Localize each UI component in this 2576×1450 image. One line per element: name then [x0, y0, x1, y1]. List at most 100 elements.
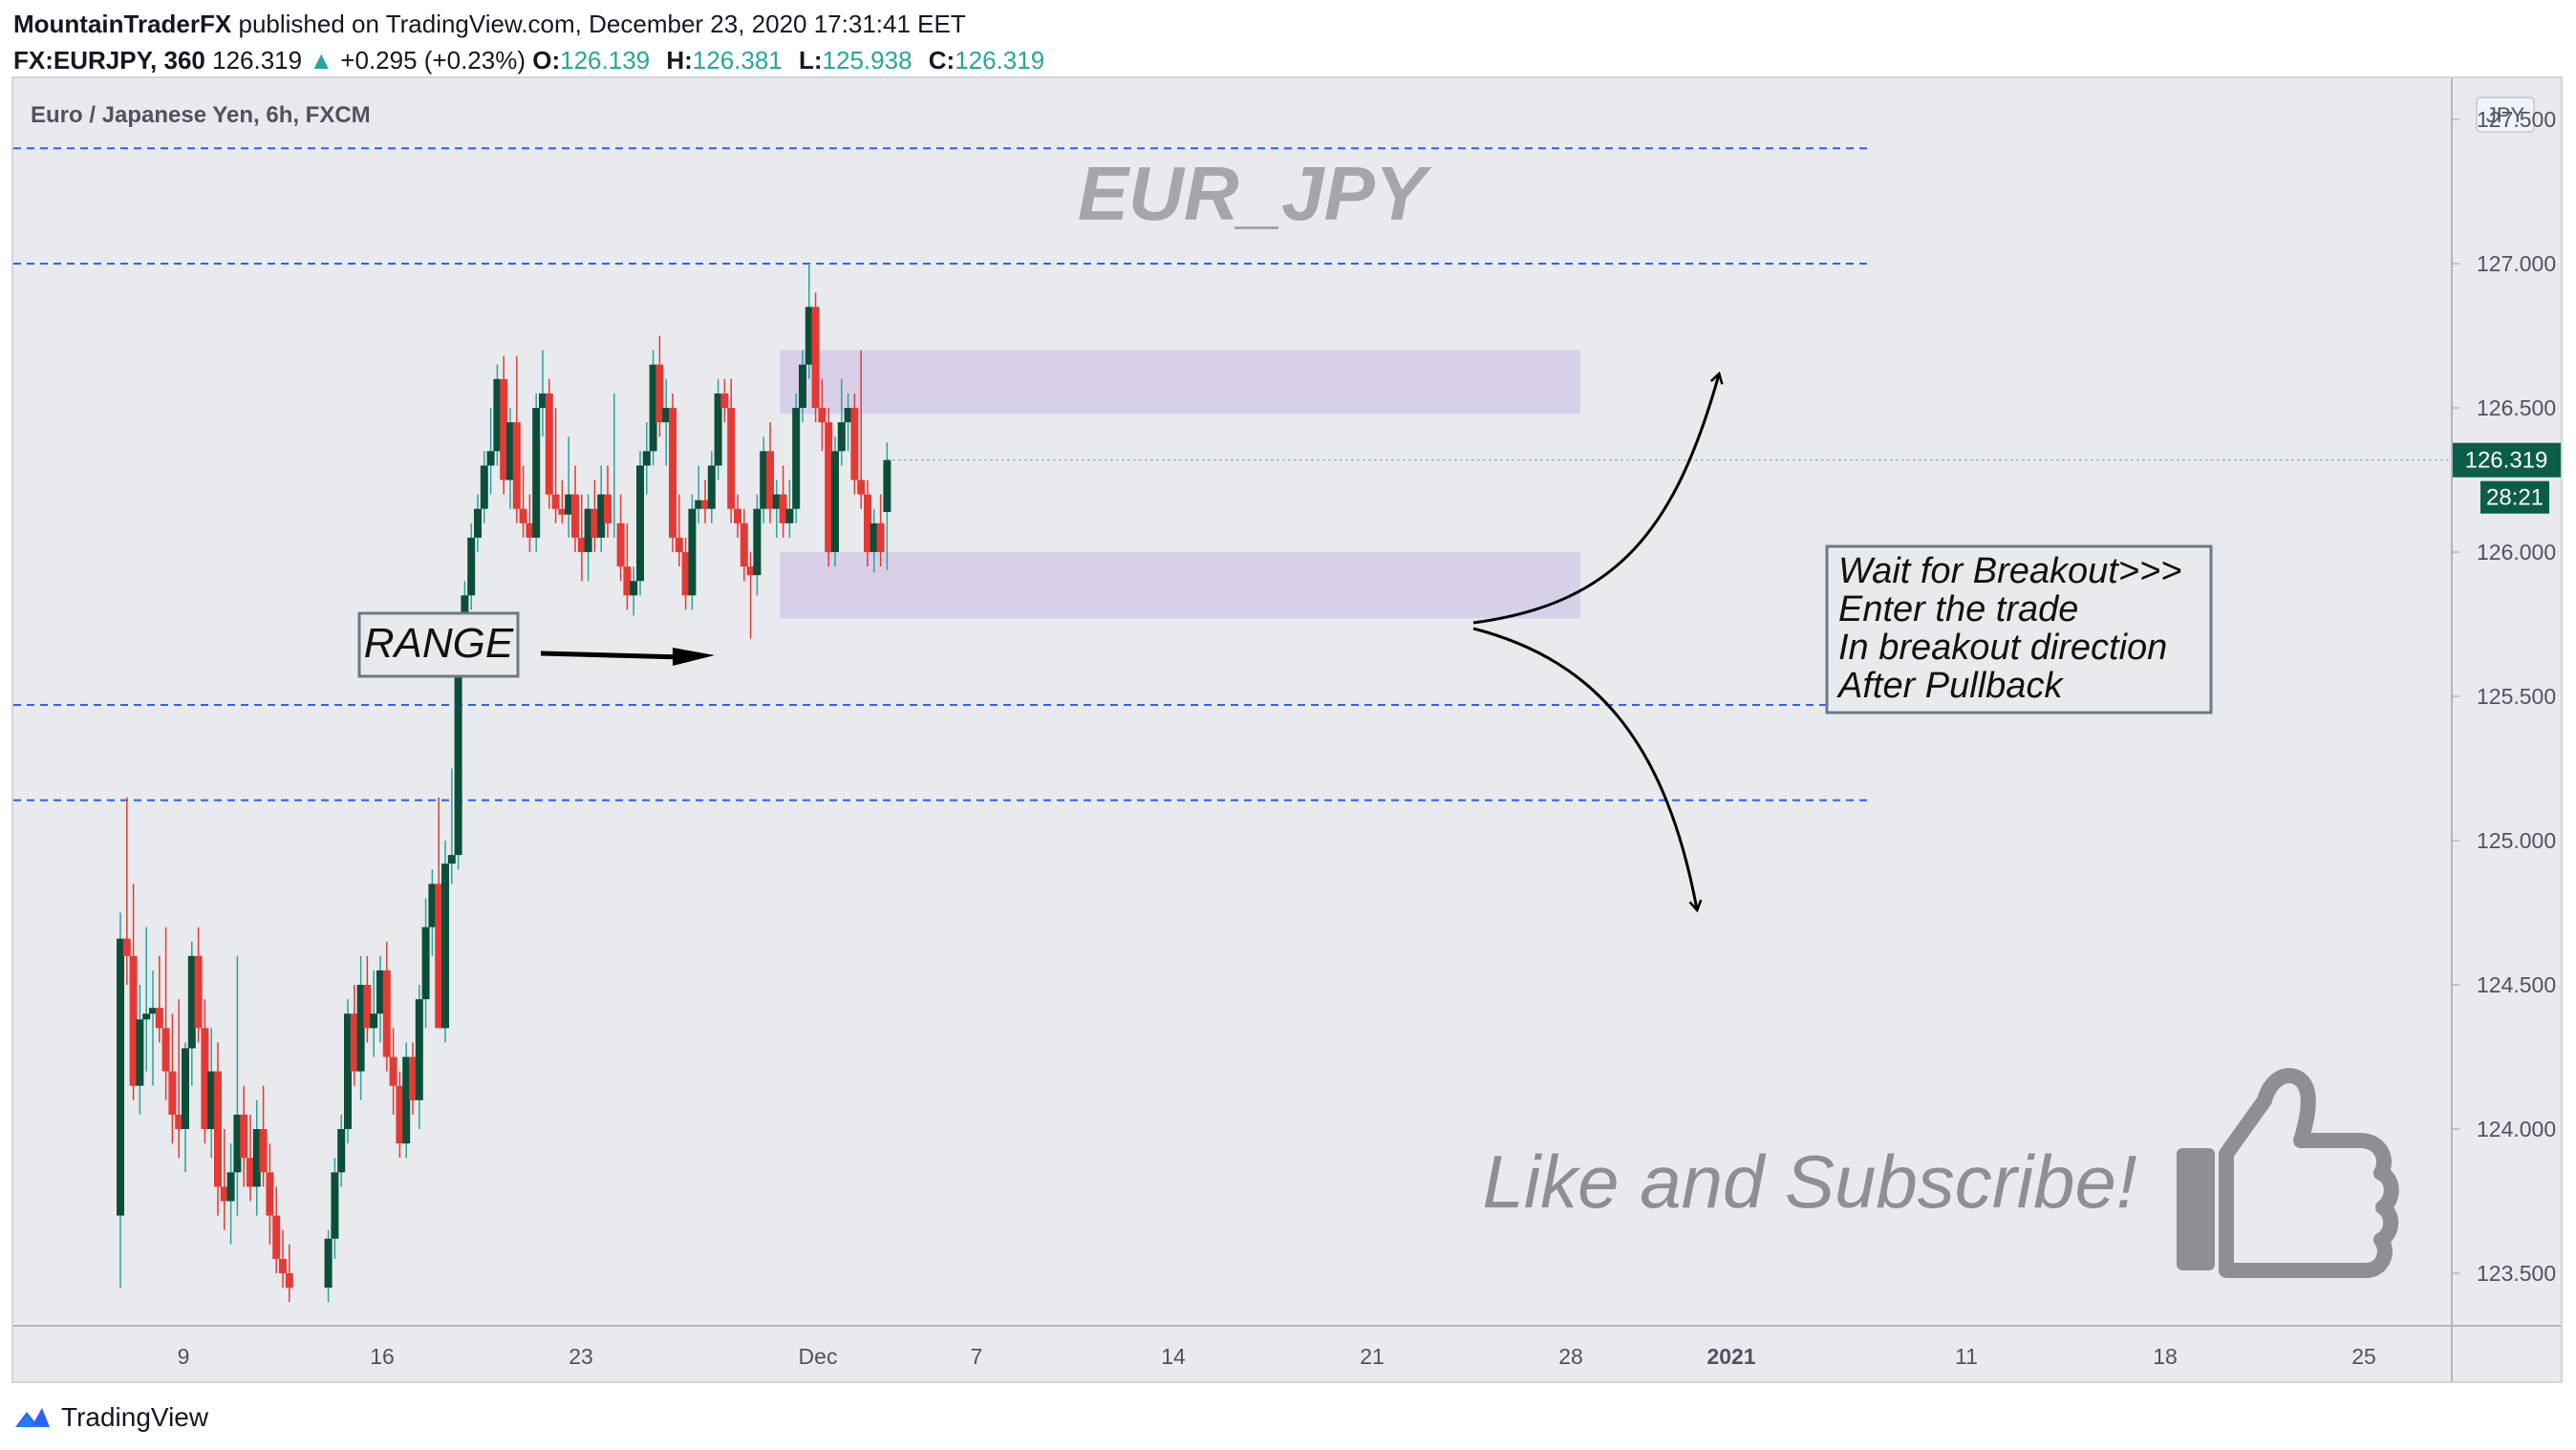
candle[interactable] — [818, 378, 826, 452]
candle[interactable] — [785, 480, 794, 538]
candle[interactable] — [493, 364, 502, 466]
candle[interactable] — [831, 437, 839, 567]
candle[interactable] — [636, 451, 644, 596]
candle[interactable] — [876, 494, 885, 567]
candle[interactable] — [844, 393, 852, 452]
candle[interactable] — [415, 985, 423, 1129]
candle[interactable] — [168, 1013, 177, 1144]
candle[interactable] — [779, 465, 787, 538]
candle[interactable] — [331, 1158, 339, 1259]
candle[interactable] — [662, 378, 671, 466]
candle[interactable] — [799, 350, 806, 423]
currency-badge[interactable] — [2476, 96, 2535, 133]
chart-panel[interactable]: EUR_JPY Euro / Japanese Yen, 6h, FXCM RA… — [11, 76, 2563, 1383]
candle[interactable] — [577, 494, 586, 582]
candle[interactable] — [720, 378, 729, 423]
candle[interactable] — [539, 350, 547, 437]
candle[interactable] — [532, 393, 541, 552]
candle[interactable] — [194, 927, 203, 1043]
candle[interactable] — [623, 522, 632, 610]
candle[interactable] — [207, 1028, 216, 1159]
candle[interactable] — [376, 955, 384, 1043]
candle[interactable] — [441, 841, 449, 1043]
candle[interactable] — [649, 350, 657, 466]
candle[interactable] — [187, 941, 196, 1086]
candle[interactable] — [266, 1143, 274, 1245]
candle[interactable] — [714, 378, 722, 480]
candle[interactable] — [240, 1085, 248, 1187]
candle[interactable] — [850, 393, 859, 495]
candle[interactable] — [545, 378, 553, 509]
tradingview-brand[interactable]: TradingView — [61, 1402, 209, 1432]
candle[interactable] — [285, 1244, 293, 1303]
candle[interactable] — [252, 1099, 261, 1216]
candle[interactable] — [402, 1042, 411, 1159]
candle[interactable] — [526, 494, 534, 552]
candle[interactable] — [389, 1028, 397, 1115]
candle[interactable] — [792, 393, 801, 523]
candle[interactable] — [642, 422, 651, 495]
candle[interactable] — [734, 494, 741, 538]
candle[interactable] — [136, 985, 144, 1115]
candle[interactable] — [512, 355, 521, 523]
candle[interactable] — [701, 480, 709, 523]
candle[interactable] — [175, 999, 183, 1159]
candle[interactable] — [344, 999, 352, 1144]
candle[interactable] — [467, 522, 476, 610]
candle[interactable] — [675, 494, 683, 567]
candle[interactable] — [597, 465, 606, 552]
candle[interactable] — [337, 1114, 346, 1187]
candle[interactable] — [155, 955, 163, 1043]
candle[interactable] — [695, 465, 703, 523]
candle[interactable] — [805, 264, 813, 379]
candle[interactable] — [616, 494, 625, 582]
candle[interactable] — [760, 437, 768, 523]
candle[interactable] — [350, 985, 358, 1086]
candle[interactable] — [129, 884, 138, 1100]
candle[interactable] — [630, 566, 638, 616]
candle[interactable] — [201, 999, 209, 1144]
candle[interactable] — [506, 408, 514, 509]
candle[interactable] — [356, 955, 365, 1100]
candle[interactable] — [551, 408, 560, 523]
candle[interactable] — [825, 408, 833, 567]
candle[interactable] — [655, 335, 664, 437]
candle[interactable] — [740, 508, 748, 582]
candle[interactable] — [421, 898, 430, 1029]
candle[interactable] — [707, 451, 716, 523]
price-axis[interactable]: JPY — [2451, 78, 2535, 1381]
chart-canvas[interactable]: EUR_JPY Euro / Japanese Yen, 6h, FXCM RA… — [13, 78, 2561, 1381]
candle[interactable] — [226, 1143, 235, 1245]
candle[interactable] — [370, 970, 378, 1057]
candle[interactable] — [122, 797, 131, 985]
candle[interactable] — [837, 378, 846, 466]
candle[interactable] — [604, 465, 612, 538]
candle[interactable] — [324, 1229, 333, 1303]
candle[interactable] — [766, 422, 774, 523]
candle[interactable] — [428, 869, 437, 956]
candle[interactable] — [142, 927, 151, 1072]
candle[interactable] — [272, 1186, 281, 1273]
candle[interactable] — [519, 465, 527, 538]
candle[interactable] — [727, 378, 736, 523]
candle[interactable] — [279, 1229, 287, 1289]
candle[interactable] — [571, 465, 579, 552]
candle[interactable] — [474, 494, 482, 552]
candle[interactable] — [500, 355, 508, 495]
candle[interactable] — [117, 912, 124, 1289]
candle[interactable] — [409, 1042, 417, 1115]
candle[interactable] — [161, 927, 170, 1100]
candle[interactable] — [864, 480, 871, 567]
candle[interactable] — [435, 797, 443, 1029]
candle[interactable] — [565, 437, 573, 538]
candle[interactable] — [590, 480, 599, 553]
candle[interactable] — [363, 955, 372, 1043]
candle[interactable] — [584, 494, 592, 582]
candle[interactable] — [753, 494, 762, 596]
candle[interactable] — [486, 408, 495, 495]
candle[interactable] — [382, 941, 391, 1072]
candle[interactable] — [480, 451, 488, 523]
candle[interactable] — [149, 970, 157, 1086]
candle[interactable] — [681, 537, 690, 610]
candle[interactable] — [869, 508, 878, 573]
